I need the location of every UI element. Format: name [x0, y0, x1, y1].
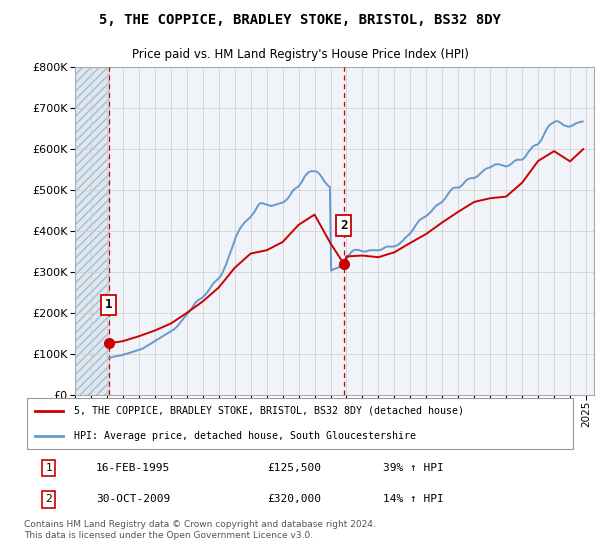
- Text: 14% ↑ HPI: 14% ↑ HPI: [383, 494, 443, 505]
- 5, THE COPPICE, BRADLEY STOKE, BRISTOL, BS32 8DY (detached house): [439, 219, 446, 226]
- 5, THE COPPICE, BRADLEY STOKE, BRISTOL, BS32 8DY (detached house): [263, 247, 270, 254]
- 5, THE COPPICE, BRADLEY STOKE, BRISTOL, BS32 8DY (detached house): [183, 310, 190, 316]
- 5, THE COPPICE, BRADLEY STOKE, BRISTOL, BS32 8DY (detached house): [327, 240, 334, 246]
- Text: £125,500: £125,500: [267, 463, 321, 473]
- HPI: Average price, detached house, South Gloucestershire: (2e+03, 9e+04): Average price, detached house, South Glo…: [105, 354, 112, 361]
- Text: £320,000: £320,000: [267, 494, 321, 505]
- Line: HPI: Average price, detached house, South Gloucestershire: HPI: Average price, detached house, Sout…: [109, 122, 583, 358]
- Text: 39% ↑ HPI: 39% ↑ HPI: [383, 463, 443, 473]
- 5, THE COPPICE, BRADLEY STOKE, BRISTOL, BS32 8DY (detached house): [423, 231, 430, 237]
- 5, THE COPPICE, BRADLEY STOKE, BRISTOL, BS32 8DY (detached house): [487, 195, 494, 202]
- HPI: Average price, detached house, South Gloucestershire: (2.02e+03, 6.68e+05): Average price, detached house, South Glo…: [553, 118, 560, 125]
- HPI: Average price, detached house, South Gloucestershire: (2.01e+03, 5.01e+05): Average price, detached house, South Glo…: [290, 186, 298, 193]
- HPI: Average price, detached house, South Gloucestershire: (2.01e+03, 3.5e+05): Average price, detached house, South Glo…: [361, 248, 368, 255]
- 5, THE COPPICE, BRADLEY STOKE, BRISTOL, BS32 8DY (detached house): [151, 327, 158, 334]
- HPI: Average price, detached house, South Gloucestershire: (2e+03, 3.82e+05): Average price, detached house, South Glo…: [232, 235, 239, 242]
- 5, THE COPPICE, BRADLEY STOKE, BRISTOL, BS32 8DY (detached house): [247, 250, 254, 257]
- 5, THE COPPICE, BRADLEY STOKE, BRISTOL, BS32 8DY (detached house): [391, 249, 398, 256]
- 5, THE COPPICE, BRADLEY STOKE, BRISTOL, BS32 8DY (detached house): [535, 157, 542, 164]
- 5, THE COPPICE, BRADLEY STOKE, BRISTOL, BS32 8DY (detached house): [311, 211, 318, 218]
- 5, THE COPPICE, BRADLEY STOKE, BRISTOL, BS32 8DY (detached house): [359, 252, 366, 259]
- 5, THE COPPICE, BRADLEY STOKE, BRISTOL, BS32 8DY (detached house): [455, 208, 462, 215]
- 5, THE COPPICE, BRADLEY STOKE, BRISTOL, BS32 8DY (detached house): [375, 254, 382, 260]
- 5, THE COPPICE, BRADLEY STOKE, BRISTOL, BS32 8DY (detached house): [503, 193, 510, 200]
- 5, THE COPPICE, BRADLEY STOKE, BRISTOL, BS32 8DY (detached house): [215, 284, 223, 291]
- Text: 5, THE COPPICE, BRADLEY STOKE, BRISTOL, BS32 8DY: 5, THE COPPICE, BRADLEY STOKE, BRISTOL, …: [99, 13, 501, 27]
- HPI: Average price, detached house, South Gloucestershire: (2.02e+03, 6.67e+05): Average price, detached house, South Glo…: [579, 118, 586, 125]
- 5, THE COPPICE, BRADLEY STOKE, BRISTOL, BS32 8DY (detached house): [167, 320, 175, 327]
- 5, THE COPPICE, BRADLEY STOKE, BRISTOL, BS32 8DY (detached house): [295, 222, 302, 228]
- Text: HPI: Average price, detached house, South Gloucestershire: HPI: Average price, detached house, Sout…: [74, 431, 416, 441]
- Line: 5, THE COPPICE, BRADLEY STOKE, BRISTOL, BS32 8DY (detached house): 5, THE COPPICE, BRADLEY STOKE, BRISTOL, …: [109, 149, 583, 343]
- 5, THE COPPICE, BRADLEY STOKE, BRISTOL, BS32 8DY (detached house): [407, 240, 414, 246]
- 5, THE COPPICE, BRADLEY STOKE, BRISTOL, BS32 8DY (detached house): [340, 260, 347, 267]
- Text: 5, THE COPPICE, BRADLEY STOKE, BRISTOL, BS32 8DY (detached house): 5, THE COPPICE, BRADLEY STOKE, BRISTOL, …: [74, 406, 464, 416]
- 5, THE COPPICE, BRADLEY STOKE, BRISTOL, BS32 8DY (detached house): [231, 264, 238, 271]
- Text: Price paid vs. HM Land Registry's House Price Index (HPI): Price paid vs. HM Land Registry's House …: [131, 48, 469, 62]
- 5, THE COPPICE, BRADLEY STOKE, BRISTOL, BS32 8DY (detached house): [343, 253, 350, 260]
- 5, THE COPPICE, BRADLEY STOKE, BRISTOL, BS32 8DY (detached house): [199, 298, 206, 305]
- Text: 2: 2: [46, 494, 52, 505]
- 5, THE COPPICE, BRADLEY STOKE, BRISTOL, BS32 8DY (detached house): [518, 179, 526, 186]
- 5, THE COPPICE, BRADLEY STOKE, BRISTOL, BS32 8DY (detached house): [566, 158, 574, 165]
- Text: 1: 1: [105, 298, 113, 311]
- Text: 16-FEB-1995: 16-FEB-1995: [96, 463, 170, 473]
- HPI: Average price, detached house, South Gloucestershire: (2.01e+03, 4.63e+05): Average price, detached house, South Glo…: [271, 202, 278, 208]
- Text: 1: 1: [46, 463, 52, 473]
- Text: Contains HM Land Registry data © Crown copyright and database right 2024.
This d: Contains HM Land Registry data © Crown c…: [24, 520, 376, 539]
- HPI: Average price, detached house, South Gloucestershire: (2e+03, 2.8e+05): Average price, detached house, South Glo…: [213, 277, 220, 283]
- HPI: Average price, detached house, South Gloucestershire: (2e+03, 1.28e+05): Average price, detached house, South Glo…: [149, 339, 157, 346]
- Bar: [75, 67, 109, 395]
- Text: 30-OCT-2009: 30-OCT-2009: [96, 494, 170, 505]
- Text: 2: 2: [340, 219, 347, 232]
- 5, THE COPPICE, BRADLEY STOKE, BRISTOL, BS32 8DY (detached house): [580, 146, 587, 152]
- 5, THE COPPICE, BRADLEY STOKE, BRISTOL, BS32 8DY (detached house): [135, 333, 142, 339]
- 5, THE COPPICE, BRADLEY STOKE, BRISTOL, BS32 8DY (detached house): [119, 338, 127, 344]
- 5, THE COPPICE, BRADLEY STOKE, BRISTOL, BS32 8DY (detached house): [550, 148, 557, 155]
- 5, THE COPPICE, BRADLEY STOKE, BRISTOL, BS32 8DY (detached house): [470, 199, 478, 206]
- Bar: [75, 67, 109, 395]
- 5, THE COPPICE, BRADLEY STOKE, BRISTOL, BS32 8DY (detached house): [105, 340, 112, 347]
- 5, THE COPPICE, BRADLEY STOKE, BRISTOL, BS32 8DY (detached house): [279, 239, 286, 245]
- FancyBboxPatch shape: [27, 398, 572, 449]
